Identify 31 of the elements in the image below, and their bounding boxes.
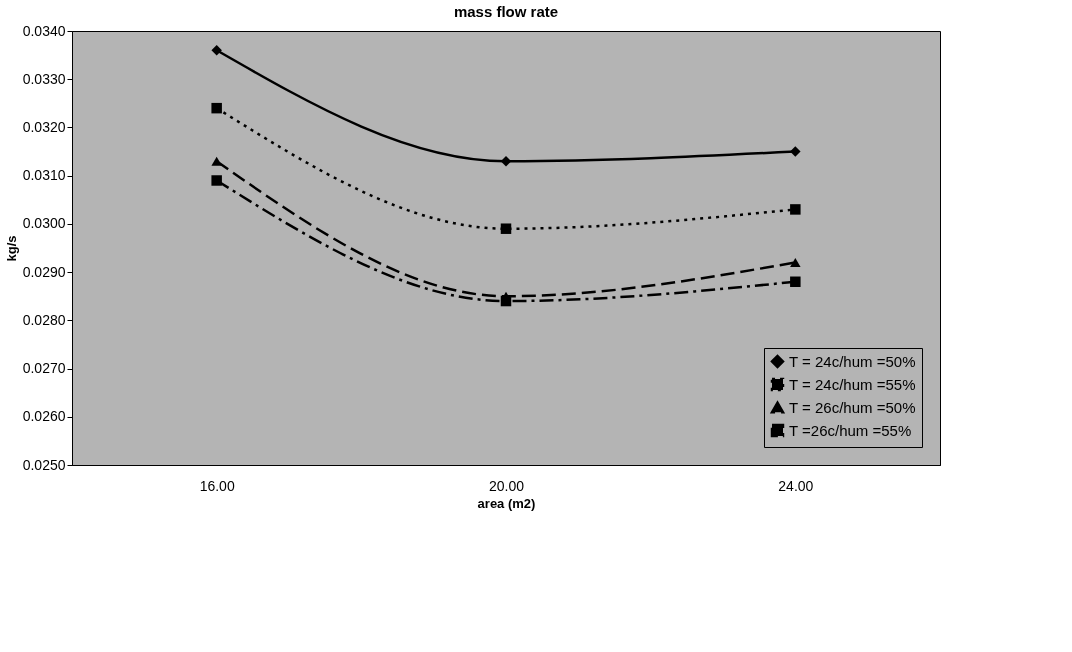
point xyxy=(790,146,801,157)
legend-label: T = 24c/hum =50% xyxy=(789,352,916,370)
legend-label: T = 26c/hum =50% xyxy=(789,398,916,416)
y-tick-label: 0.0290 xyxy=(22,263,66,280)
x-axis-title: area (m2) xyxy=(477,495,536,511)
point xyxy=(500,291,512,301)
point xyxy=(790,257,801,268)
legend-label: T = 24c/hum =55% xyxy=(789,375,916,393)
chart-title: mass flow rate xyxy=(453,3,559,20)
x-tick-label: 20.00 xyxy=(488,477,525,494)
y-axis-title: kg/s xyxy=(3,235,19,262)
point xyxy=(790,276,801,287)
point xyxy=(211,102,222,114)
y-tick-label: 0.0280 xyxy=(22,311,66,328)
y-tick-label: 0.0310 xyxy=(22,167,66,184)
legend-label: T =26c/hum =55% xyxy=(789,421,912,439)
point xyxy=(211,156,222,166)
y-tick-label: 0.0260 xyxy=(22,408,66,425)
y-tick-label: 0.0340 xyxy=(22,22,66,39)
y-tick-label: 0.0250 xyxy=(22,456,66,473)
x-tick-label: 16.00 xyxy=(199,477,235,494)
y-tick-label: 0.0320 xyxy=(22,118,66,135)
point xyxy=(500,155,512,167)
point xyxy=(211,45,222,56)
y-tick-label: 0.0330 xyxy=(22,70,66,87)
point xyxy=(211,175,222,186)
y-tick-label: 0.0270 xyxy=(22,360,66,377)
point xyxy=(500,223,512,234)
x-tick-label: 24.00 xyxy=(778,477,814,494)
y-tick-label: 0.0300 xyxy=(22,215,66,232)
point xyxy=(790,204,801,215)
